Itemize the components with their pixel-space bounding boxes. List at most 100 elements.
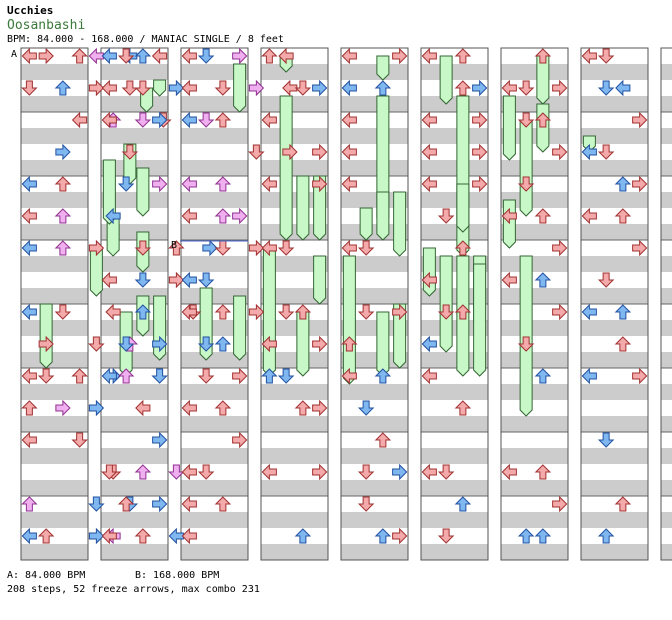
step-arrow [21, 431, 37, 449]
step-arrow [534, 464, 552, 480]
step-arrow [214, 80, 232, 96]
step-arrow [454, 48, 472, 64]
step-arrow [454, 496, 472, 512]
chart-grid [20, 47, 672, 561]
step-arrow [135, 399, 151, 417]
freeze-arrow [519, 255, 533, 417]
step-arrow [248, 239, 265, 257]
step-arrow [197, 464, 215, 480]
step-arrow [121, 144, 139, 160]
step-arrow [21, 400, 38, 416]
column-border [260, 47, 329, 561]
beat-stripe [341, 544, 408, 560]
step-arrow [105, 303, 121, 321]
step-arrow [21, 527, 37, 545]
beat-stripe [581, 288, 648, 304]
column-border [20, 47, 89, 561]
beat-stripe [181, 256, 248, 272]
step-arrow [214, 176, 232, 192]
step-arrow [517, 112, 535, 128]
beat-stripe [101, 544, 168, 560]
freeze-arrow [296, 311, 310, 377]
step-arrow [88, 527, 105, 545]
step-arrow [261, 239, 277, 257]
freeze-arrow [376, 55, 390, 81]
beat-stripe [661, 448, 672, 464]
freeze-arrow [456, 183, 470, 233]
beat-stripe [421, 544, 488, 560]
column-border [180, 47, 249, 561]
column-border [500, 47, 569, 561]
step-arrow [232, 367, 248, 385]
beat-stripe [21, 96, 88, 112]
step-arrow [312, 463, 328, 481]
beat-stripe [101, 288, 168, 304]
step-arrow [312, 175, 328, 193]
beat-stripe [101, 192, 168, 208]
step-arrow [197, 336, 215, 352]
beat-stripe [421, 320, 488, 336]
step-arrow [597, 80, 615, 96]
step-arrow [152, 111, 168, 129]
step-arrow [134, 272, 152, 288]
beat-stripe [101, 384, 168, 400]
step-arrow [632, 111, 648, 129]
step-arrow [357, 304, 375, 320]
beat-stripe [421, 512, 488, 528]
step-arrow [71, 432, 88, 448]
beat-stripe [661, 288, 672, 304]
step-arrow [517, 336, 535, 352]
beat-stripe [101, 128, 168, 144]
beat-stripe [261, 352, 328, 368]
beat-stripe [341, 64, 408, 80]
beat-stripe [21, 288, 88, 304]
step-arrow [21, 175, 37, 193]
beat-stripe [181, 288, 248, 304]
step-arrow [101, 79, 117, 97]
beat-stripe [341, 480, 408, 496]
step-arrow [534, 528, 552, 544]
step-arrow [54, 304, 72, 320]
beat-stripe [341, 384, 408, 400]
beat-stripe [501, 288, 568, 304]
freeze-arrow [502, 95, 516, 161]
beat-stripe [21, 448, 88, 464]
freeze-arrow [519, 119, 533, 217]
step-arrow [581, 303, 597, 321]
beat-stripe [341, 448, 408, 464]
step-arrow [392, 303, 408, 321]
step-arrow [181, 111, 197, 129]
step-arrow [101, 367, 117, 385]
step-arrow [151, 47, 168, 65]
step-arrow [117, 48, 135, 64]
step-arrow [421, 271, 437, 289]
beat-stripe [501, 544, 568, 560]
step-arrow [54, 176, 72, 192]
step-arrow [454, 240, 472, 256]
beat-stripe [181, 160, 248, 176]
step-arrow [197, 368, 215, 384]
beat-stripe [581, 192, 648, 208]
bpm-legend: A: 84.000 BPM B: 168.000 BPM [7, 569, 260, 583]
step-arrow [152, 431, 168, 449]
beat-stripe [21, 416, 88, 432]
step-arrow [214, 208, 232, 224]
step-arrow [152, 335, 168, 353]
step-arrow [312, 143, 328, 161]
beat-stripe [581, 352, 648, 368]
beat-stripe [501, 384, 568, 400]
beat-stripe [501, 160, 568, 176]
beat-stripe [661, 384, 672, 400]
step-arrow [134, 112, 152, 128]
step-arrow [181, 399, 197, 417]
step-arrow [581, 367, 597, 385]
step-arrow [197, 112, 215, 128]
step-arrow [392, 463, 408, 481]
bpm-legend-a: A: 84.000 BPM [7, 570, 86, 581]
step-arrow [614, 176, 632, 192]
step-arrow [454, 400, 472, 416]
step-arrow [472, 143, 488, 161]
beat-stripe [341, 128, 408, 144]
beat-stripe [181, 224, 248, 240]
beat-stripe [501, 480, 568, 496]
